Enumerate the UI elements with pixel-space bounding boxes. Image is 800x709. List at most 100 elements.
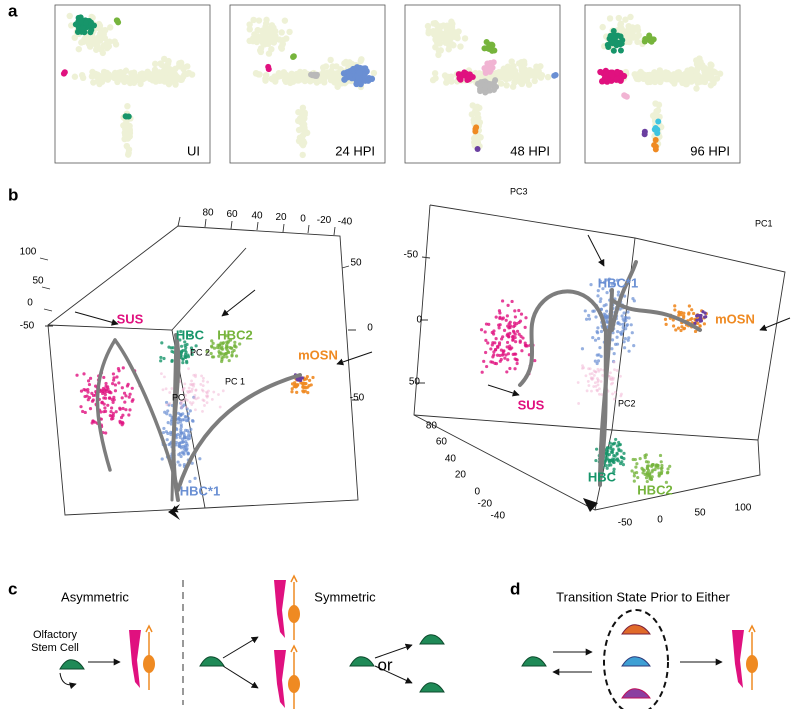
cell-dot bbox=[113, 389, 118, 393]
cell-dot bbox=[301, 381, 305, 385]
cell-dot bbox=[668, 77, 676, 85]
cell-dot bbox=[164, 387, 168, 391]
cell-dot bbox=[544, 73, 552, 81]
cell-dot bbox=[182, 462, 186, 467]
cell-dot bbox=[611, 442, 615, 446]
cell-dot bbox=[629, 323, 633, 327]
cell-dot bbox=[144, 68, 151, 75]
cell-dot bbox=[496, 353, 500, 357]
cell-dot bbox=[170, 387, 174, 390]
stem-cell bbox=[59, 659, 85, 670]
cell-dot bbox=[664, 69, 671, 77]
cell-dot bbox=[602, 312, 606, 316]
cell-dot bbox=[615, 278, 619, 282]
cell-dot bbox=[290, 390, 294, 394]
cell-dot bbox=[619, 374, 622, 378]
cell-dot bbox=[205, 394, 208, 398]
cell-dot bbox=[492, 77, 499, 84]
cell-dot bbox=[125, 149, 132, 157]
cell-dot bbox=[485, 364, 489, 369]
cell-dot bbox=[157, 60, 164, 67]
cell-dot bbox=[643, 472, 647, 476]
cell-dot bbox=[103, 393, 107, 397]
cell-dot bbox=[194, 373, 197, 377]
cell-dot bbox=[659, 460, 663, 464]
cell-dot bbox=[221, 389, 225, 393]
cell-dot bbox=[487, 67, 494, 74]
cell-dot bbox=[632, 471, 637, 475]
cell-dot bbox=[708, 62, 715, 69]
cell-dot bbox=[164, 400, 169, 405]
cell-dot bbox=[615, 335, 619, 339]
cell-dot bbox=[176, 421, 180, 425]
cell-dot bbox=[621, 92, 628, 99]
trajectory bbox=[610, 260, 638, 332]
cell-dot bbox=[631, 71, 638, 78]
cell-dot bbox=[694, 65, 701, 72]
sus-cell bbox=[732, 630, 744, 688]
cell-dot bbox=[595, 388, 599, 392]
cell-dot bbox=[612, 397, 616, 401]
cell-dot bbox=[120, 122, 128, 129]
tick-label: 0 bbox=[300, 214, 306, 225]
cell-dot bbox=[311, 71, 318, 78]
cell-dot bbox=[160, 372, 163, 376]
cell-dot bbox=[508, 58, 515, 65]
cell-dot bbox=[697, 58, 704, 66]
cell-dot bbox=[120, 386, 124, 390]
cell-dot bbox=[225, 334, 229, 338]
stem-cell bbox=[621, 688, 651, 699]
cell-dot bbox=[594, 384, 598, 388]
cell-dot bbox=[300, 137, 307, 145]
cell-dot bbox=[161, 388, 165, 392]
cell-dot bbox=[301, 124, 308, 131]
cell-dot bbox=[590, 389, 593, 393]
cell-dot bbox=[641, 131, 648, 138]
cell-dot bbox=[511, 335, 515, 339]
cell-dot bbox=[182, 403, 186, 407]
cell-dot bbox=[81, 36, 88, 43]
cell-dot bbox=[486, 341, 490, 345]
cell-dot bbox=[201, 389, 205, 393]
cell-dot bbox=[150, 73, 157, 81]
cell-dot bbox=[705, 67, 712, 74]
cell-dot bbox=[102, 402, 106, 406]
cell-dot bbox=[431, 70, 439, 77]
cell-dot bbox=[605, 466, 609, 470]
cell-dot bbox=[625, 324, 629, 328]
cell-dot bbox=[293, 385, 298, 389]
cell-dot bbox=[168, 413, 172, 417]
cell-dot bbox=[192, 384, 195, 388]
cell-dot bbox=[498, 315, 502, 319]
cell-dot bbox=[506, 352, 511, 356]
cell-dot bbox=[651, 69, 658, 76]
cell-dot bbox=[443, 22, 451, 29]
cell-dot bbox=[301, 77, 309, 85]
cell-dot bbox=[122, 67, 130, 74]
cell-dot bbox=[201, 379, 205, 383]
cell-dot bbox=[593, 381, 597, 385]
cell-dot bbox=[166, 431, 170, 436]
cell-dot bbox=[617, 27, 625, 34]
cell-dot bbox=[598, 299, 602, 304]
cell-dot bbox=[632, 344, 636, 348]
cell-dot bbox=[611, 392, 614, 396]
cell-dot bbox=[652, 125, 659, 132]
cell-dot bbox=[272, 32, 279, 39]
cell-dot bbox=[622, 340, 626, 344]
cell-dot bbox=[86, 390, 90, 394]
cell-dot bbox=[104, 384, 108, 389]
trajectory bbox=[176, 373, 302, 492]
cell-dot bbox=[679, 328, 683, 333]
cell-dot bbox=[128, 392, 132, 396]
cell-dot bbox=[187, 386, 191, 390]
cell-dot bbox=[86, 388, 90, 392]
cell-dot bbox=[120, 420, 124, 424]
cell-dot bbox=[79, 25, 86, 32]
cell-dot bbox=[199, 382, 203, 386]
cell-dot bbox=[494, 315, 498, 319]
cell-dot bbox=[490, 59, 497, 66]
cell-dot bbox=[699, 63, 706, 71]
cell-dot bbox=[201, 409, 204, 413]
inset-label: UI bbox=[187, 143, 200, 158]
